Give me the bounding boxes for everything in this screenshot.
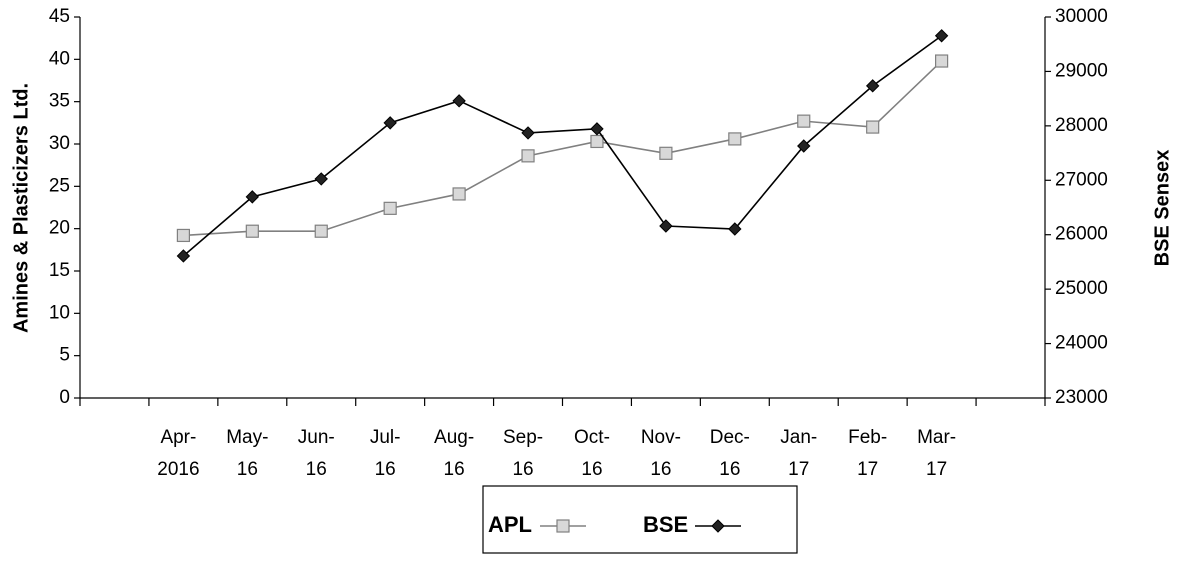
y-tick-label: 35 — [49, 91, 70, 112]
series-line — [182, 35, 943, 257]
x-tick-label-line: Nov- — [641, 427, 681, 448]
x-tick-label: Aug- 16 — [434, 427, 474, 480]
y2-tick-label: 25000 — [1055, 278, 1108, 299]
x-tick-label-line: 17 — [926, 459, 947, 480]
x-tick-label-line: Mar- — [917, 427, 956, 448]
marker — [176, 249, 191, 263]
x-tick-label-line: 16 — [306, 459, 327, 480]
marker — [728, 132, 742, 146]
y-tick-label: 10 — [49, 302, 70, 323]
y-tick-label: 25 — [49, 175, 70, 196]
x-tick-label-line: 17 — [788, 459, 809, 480]
marker — [383, 116, 397, 130]
x-tick-label-line: 16 — [237, 459, 258, 480]
x-tick-label: Jun- 16 — [298, 427, 335, 480]
marker — [521, 149, 535, 163]
x-tick-label: Jan- 17 — [780, 427, 817, 480]
marker — [245, 224, 259, 238]
y-tick-label: 45 — [49, 6, 70, 27]
legend-label: BSE — [643, 512, 688, 537]
marker — [797, 139, 811, 153]
marker — [934, 29, 949, 43]
marker — [383, 201, 397, 215]
marker — [452, 187, 466, 201]
x-tick-label: Feb- 17 — [848, 427, 887, 480]
x-tick-label-line: Jul- — [370, 427, 401, 448]
x-tick-label-line: Aug- — [434, 427, 474, 448]
marker — [314, 224, 328, 238]
y2-tick-label: 24000 — [1055, 333, 1108, 354]
marker — [797, 114, 811, 128]
y2-axis-label: BSE Sensex — [1151, 150, 1173, 267]
y2-tick-label: 30000 — [1055, 6, 1108, 27]
x-tick-label-line: 16 — [375, 459, 396, 480]
legend-box — [482, 485, 798, 554]
marker — [866, 120, 880, 134]
y-tick-label: 15 — [49, 260, 70, 281]
marker — [176, 228, 190, 243]
y2-tick-label: 27000 — [1055, 169, 1108, 190]
y2-tick-label: 28000 — [1055, 115, 1108, 136]
marker — [452, 94, 466, 108]
x-tick-label: Mar- 17 — [917, 427, 956, 480]
x-tick-label: Apr- 2016 — [157, 427, 199, 480]
x-tick-label: Dec- 16 — [710, 427, 750, 480]
x-tick-label: May- 16 — [226, 427, 268, 480]
marker — [245, 190, 260, 204]
marker — [314, 172, 328, 186]
x-tick-label-line: 17 — [857, 459, 878, 480]
x-tick-label-line: May- — [226, 427, 268, 448]
y2-tick-label: 29000 — [1055, 60, 1108, 81]
legend-label: APL — [488, 512, 532, 537]
y-tick-label: 30 — [49, 133, 70, 154]
marker — [865, 79, 880, 93]
marker — [590, 122, 604, 136]
x-tick-label-line: 16 — [719, 459, 740, 480]
x-tick-label: Jul- 16 — [370, 427, 401, 480]
marker — [659, 146, 673, 160]
y2-tick-label: 26000 — [1055, 224, 1108, 245]
marker — [728, 222, 742, 236]
x-tick-label-line: Feb- — [848, 427, 887, 448]
x-tick-label-line: Sep- — [503, 427, 543, 448]
y-tick-label: 20 — [49, 218, 70, 239]
x-tick-label-line: 16 — [444, 459, 465, 480]
legend-marker — [711, 519, 725, 533]
y-axis-label: Amines & Plasticizers Ltd. — [10, 83, 32, 333]
x-tick-label: Sep- 16 — [503, 427, 543, 480]
marker — [521, 126, 535, 140]
x-tick-label: Oct- 16 — [574, 427, 610, 480]
x-tick-label: Nov- 16 — [641, 427, 681, 480]
y-tick-label: 5 — [59, 345, 70, 366]
x-tick-label-line: 2016 — [157, 459, 199, 480]
x-tick-label-line: 16 — [581, 459, 602, 480]
series-line — [183, 60, 943, 237]
y2-tick-label: 23000 — [1055, 387, 1108, 408]
y-tick-label: 40 — [49, 48, 70, 69]
legend-marker — [556, 519, 570, 533]
x-tick-label-line: Apr- — [160, 427, 196, 448]
marker — [590, 134, 604, 149]
x-tick-label-line: Jun- — [298, 427, 335, 448]
x-tick-label-line: Jan- — [780, 427, 817, 448]
marker — [659, 219, 673, 233]
x-tick-label-line: Oct- — [574, 427, 610, 448]
x-tick-label-line: 16 — [650, 459, 671, 480]
y-tick-label: 0 — [59, 387, 70, 408]
x-tick-label-line: Dec- — [710, 427, 750, 448]
x-tick-label-line: 16 — [512, 459, 533, 480]
marker — [935, 54, 949, 68]
